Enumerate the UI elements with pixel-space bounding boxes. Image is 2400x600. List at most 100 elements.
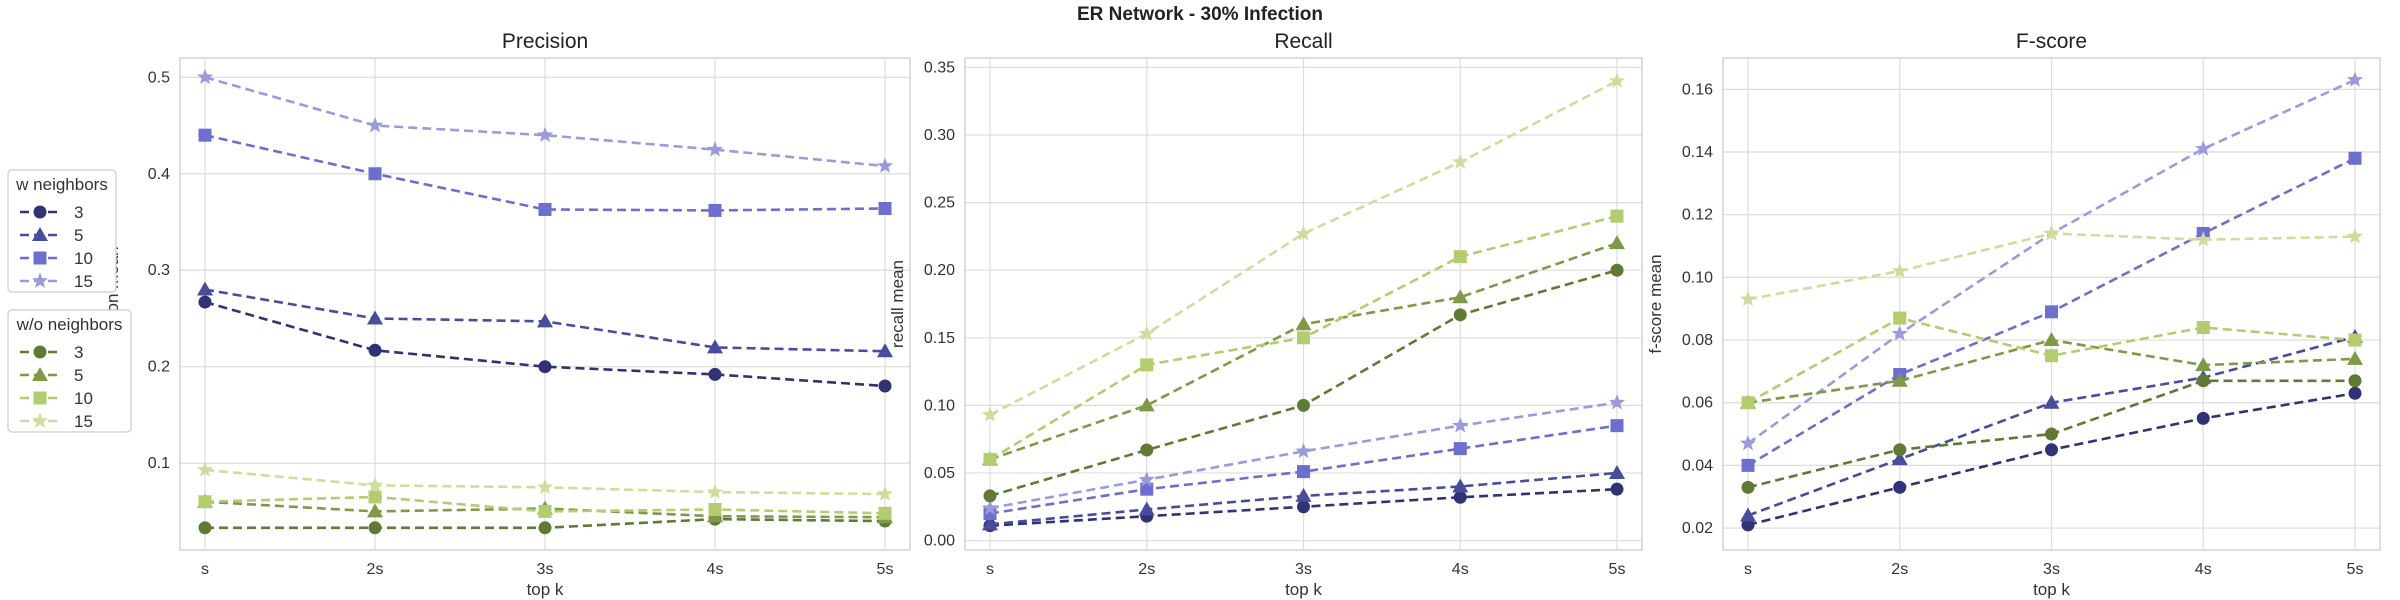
data-point (877, 343, 893, 358)
recall-series-w-5 (982, 464, 1625, 531)
recall-y-tick-label: 0.35 (924, 59, 955, 76)
data-point (1891, 262, 1908, 278)
f-score-x-tick-label: 3s (2043, 561, 2060, 578)
data-point (981, 406, 999, 422)
data-point (196, 68, 214, 85)
data-point (536, 478, 554, 495)
data-point (1138, 501, 1155, 516)
recall-plot-frame (964, 57, 1643, 551)
legend-marker (33, 251, 47, 265)
data-point (197, 281, 213, 296)
precision-series-w-3 (198, 295, 892, 393)
figure-title: ER Network - 30% Infection (1077, 4, 1323, 25)
legend-marker (32, 367, 48, 381)
legend-label: 3 (74, 203, 83, 222)
recall-x-tick-label: 4s (1452, 561, 1469, 578)
legend-w-neighbors: w neighbors 3 5 10 15 (7, 169, 117, 293)
data-point (1295, 442, 1312, 459)
data-point (1893, 311, 1907, 325)
legend-wo-neighbors: w/o neighbors 3 5 10 15 (7, 309, 132, 433)
data-point (538, 360, 552, 374)
data-point (1893, 443, 1907, 457)
precision-plot-frame (179, 57, 911, 551)
legend-marker (31, 412, 49, 428)
f-score-y-tick-label: 0.02 (1682, 520, 1713, 537)
precision-series-wo-10 (198, 490, 892, 520)
recall-x-tick-label: 2s (1138, 561, 1155, 578)
precision-series-w-10 (198, 128, 892, 217)
data-point (2348, 374, 2362, 388)
recall-series-wo-10 (983, 209, 1624, 466)
data-point (708, 367, 722, 381)
data-point (2195, 231, 2212, 247)
recall-y-axis-label: recall mean (888, 260, 907, 348)
f-score-y-tick-label: 0.10 (1682, 269, 1713, 286)
recall-series-wo-3 (983, 263, 1624, 503)
data-point (1452, 478, 1469, 493)
data-point (538, 521, 552, 535)
data-point (706, 483, 724, 499)
f-score-series-wo-10 (1741, 311, 2362, 410)
precision-x-tick-label: s (201, 561, 209, 578)
f-score-panel: s 2s 3s 4s 5s 0.02 0.04 0.06 0.08 0.10 0.12 0.14 0.1… (1646, 30, 2381, 599)
data-point (2043, 394, 2060, 409)
recall-y-tick-label: 0.05 (924, 465, 955, 482)
data-point (1140, 443, 1154, 457)
recall-y-tick-label: 0.30 (924, 127, 955, 144)
data-point (876, 157, 894, 173)
f-score-y-tick-label: 0.14 (1682, 144, 1713, 161)
data-point (198, 128, 212, 142)
f-score-title: F-score (2016, 30, 2087, 53)
legend-label: 15 (74, 412, 93, 431)
data-point (981, 499, 999, 515)
data-point (2348, 151, 2362, 165)
f-score-series-wo-15 (1739, 224, 2364, 307)
legend-title: w neighbors (15, 175, 108, 194)
data-point (2195, 357, 2212, 372)
data-point (368, 521, 382, 535)
data-point (2045, 427, 2058, 441)
f-score-y-tick-label: 0.16 (1682, 81, 1713, 98)
legend-marker (33, 391, 47, 405)
f-score-plot-frame (1722, 57, 2381, 551)
data-point (198, 295, 212, 309)
legend-label: 10 (74, 249, 93, 268)
data-point (1740, 507, 1756, 522)
data-point (1739, 290, 1757, 307)
data-point (1452, 153, 1469, 169)
legend-label: 5 (74, 366, 83, 385)
recall-panel: s 2s 3s 4s 5s 0.00 0.05 0.10 0.15 0.20 0.25 0.30 0.3… (888, 30, 1643, 599)
f-score-y-tick-label: 0.06 (1682, 395, 1713, 412)
data-point (983, 452, 997, 466)
legend-title: w/o neighbors (16, 315, 123, 334)
data-point (878, 201, 892, 215)
data-point (198, 521, 212, 535)
precision-y-tick-label: 0.3 (148, 262, 170, 279)
recall-x-axis-label: top k (1285, 580, 1322, 599)
data-point (1297, 465, 1310, 479)
data-point (1741, 396, 1755, 410)
data-point (2195, 140, 2212, 156)
data-point (1608, 394, 1626, 410)
precision-series-w-15 (196, 68, 894, 173)
data-point (537, 313, 553, 328)
data-point (2196, 321, 2210, 335)
data-point (2045, 305, 2058, 319)
data-point (367, 310, 383, 325)
precision-x-tick-label: 5s (877, 561, 894, 578)
recall-y-tick-label: 0.25 (924, 195, 955, 212)
legend-marker (33, 205, 47, 219)
data-point (1297, 398, 1310, 412)
data-point (366, 476, 384, 493)
data-point (368, 343, 382, 357)
data-point (878, 506, 892, 520)
recall-series-w-10 (983, 419, 1624, 521)
f-score-series-wo-3 (1741, 374, 2362, 494)
data-point (1891, 372, 1908, 387)
data-point (708, 502, 722, 516)
data-point (2346, 71, 2364, 87)
data-point (198, 495, 212, 509)
f-score-x-axis-label: top k (2033, 580, 2070, 599)
